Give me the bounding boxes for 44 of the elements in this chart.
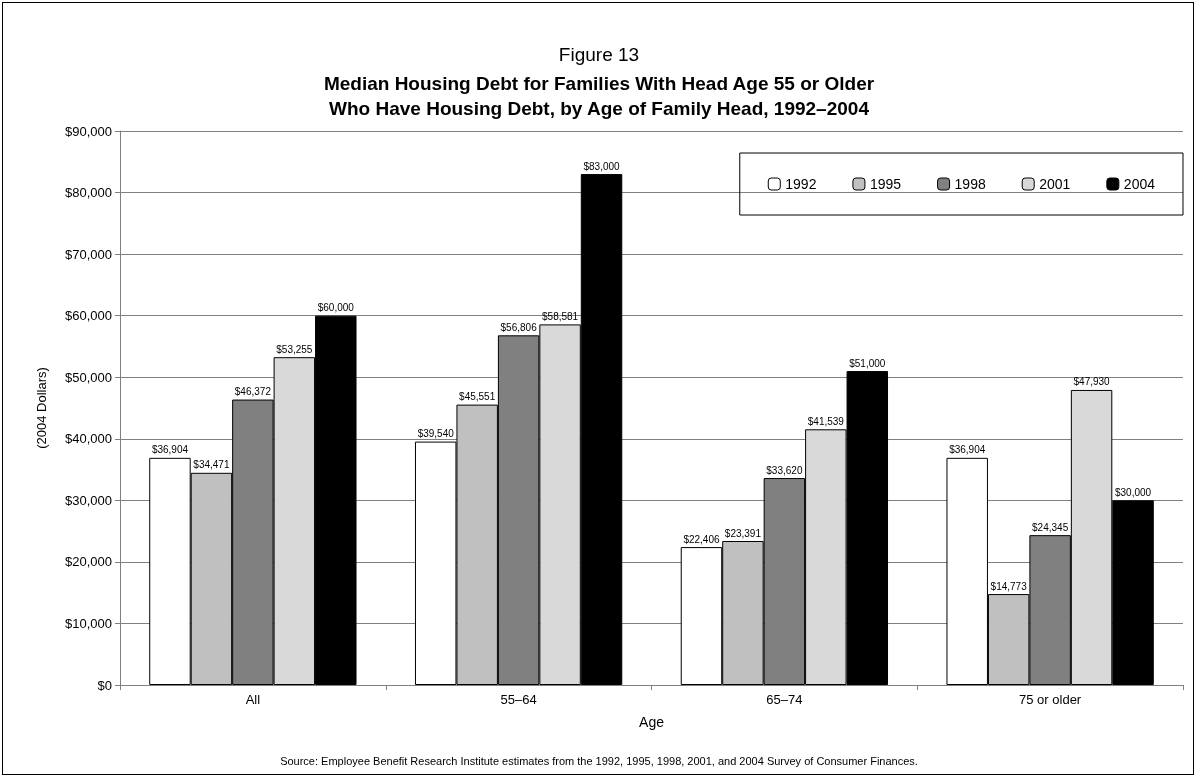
data-label: $34,471 [193,459,230,471]
data-label: $36,904 [151,444,189,456]
data-label: $47,930 [1073,376,1111,388]
data-label: $46,372 [234,386,272,398]
x-tick-label: 75 or older [1019,692,1082,707]
y-tick-label: $80,000 [65,185,112,201]
data-label: $45,551 [459,391,496,403]
data-label: $22,406 [683,533,720,545]
y-axis-title: (2004 Dollars) [34,367,49,449]
chart-title: Figure 13 [558,44,640,65]
y-tick-label: $50,000 [65,369,112,385]
data-label: $60,000 [317,302,355,314]
data-label: $39,540 [417,428,455,440]
data-label: $51,000 [849,357,886,369]
data-label: $41,539 [807,415,845,427]
y-tick-label: $10,000 [65,615,112,631]
data-label: $58,581 [542,310,579,322]
chart-subtitle: Median Housing Debt for Families With Head Age 55 or Older Who Have Housing Debt, by Age of Family Head, 1992–2004 [323,73,875,119]
data-label: $30,000 [1114,486,1152,498]
y-tick-label: $30,000 [65,492,112,508]
data-label: $14,773 [990,580,1028,592]
data-label: $56,806 [500,321,538,333]
source-note: Source: Employee Benefit Research Institute estimates from the 1992, 1995, 1998, 2001, and 2004 Survey of Consumer Finances. [280,754,918,767]
data-label: $83,000 [583,160,621,172]
legend-label: 2001 [1039,176,1071,192]
y-tick-label: $90,000 [65,123,112,139]
y-tick-label: $60,000 [65,308,112,324]
data-label: $23,391 [724,527,762,539]
x-axis-title: Age [639,714,665,730]
x-tick-label: 65–74 [766,692,803,707]
x-tick-label: 55–64 [500,692,537,707]
y-tick-label: $70,000 [65,246,112,262]
legend-label: 1998 [954,176,986,192]
y-tick-label: $0 [97,677,112,693]
data-label: $24,345 [1032,521,1069,533]
data-label: $53,255 [276,343,313,355]
data-label: $33,620 [766,464,803,476]
data-label: $36,904 [949,444,986,456]
legend-label: 1992 [785,176,817,192]
legend-label: 1995 [869,176,902,192]
y-tick-label: $40,000 [65,431,112,447]
x-tick-label: All [245,692,261,707]
y-tick-label: $20,000 [65,554,112,570]
legend-label: 2004 [1123,176,1156,192]
